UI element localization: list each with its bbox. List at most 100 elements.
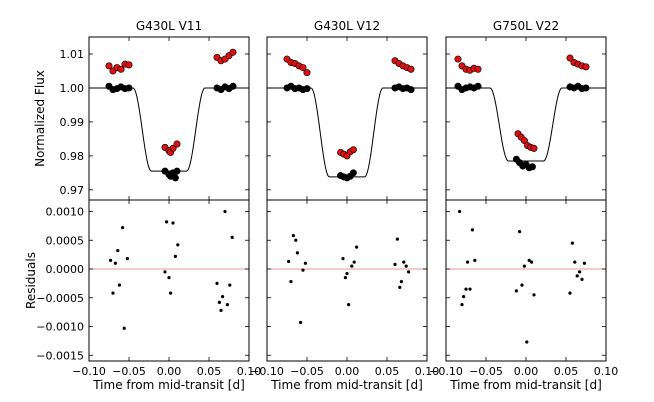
corrected-flux-point (125, 84, 133, 92)
residual-point (294, 238, 298, 242)
residual-point (113, 261, 117, 265)
residual-point (169, 291, 173, 295)
residual-point (165, 220, 169, 224)
x-tick-label: −0.05 (112, 365, 146, 378)
x-tick-label: −0.10 (72, 365, 106, 378)
flux-tick-label: 1.00 (60, 82, 85, 95)
residual-point (171, 221, 175, 225)
raw-flux-point (303, 69, 311, 77)
residual-point (341, 257, 345, 261)
residual-point (582, 261, 587, 265)
residual-point (402, 260, 406, 264)
residual-point (225, 303, 229, 307)
residual-point (518, 230, 522, 234)
corrected-flux-point (407, 86, 415, 94)
residual-point (228, 283, 232, 287)
raw-flux-point (125, 61, 133, 69)
raw-flux-point (229, 48, 237, 56)
residual-point (568, 291, 572, 295)
raw-flux-point (169, 144, 177, 152)
residual-tick-label: 0.0000 (46, 263, 85, 276)
corrected-flux-point (303, 85, 311, 93)
residual-point (121, 226, 125, 230)
x-tick-label: 0.05 (554, 365, 579, 378)
residual-point (122, 326, 126, 330)
residual-point (301, 268, 305, 272)
residual-point (464, 287, 468, 291)
flux-axis-label: Normalized Flux (33, 70, 47, 167)
residual-point (399, 280, 403, 284)
x-tick-label: 0.10 (237, 365, 262, 378)
residual-point (395, 237, 399, 241)
residual-panel-frame (88, 199, 250, 362)
residual-point (111, 291, 115, 295)
raw-flux-point (520, 137, 528, 145)
flux-tick-label: 0.99 (60, 116, 85, 129)
corrected-flux-point (171, 174, 179, 182)
raw-flux-point (407, 65, 415, 73)
x-tick-label: 0.00 (514, 365, 539, 378)
residual-point (578, 270, 582, 274)
residual-point (352, 260, 356, 264)
residual-point (287, 259, 291, 264)
residual-point (173, 254, 177, 258)
x-tick-label: 0.00 (157, 365, 182, 378)
raw-flux-point (299, 64, 307, 72)
raw-flux-point (117, 65, 125, 73)
residual-point (350, 264, 354, 268)
x-tick-label: −0.10 (250, 365, 284, 378)
x-tick-label: 0.05 (197, 365, 222, 378)
residual-point (345, 272, 349, 276)
raw-flux-point (349, 146, 357, 154)
raw-flux-point (530, 144, 538, 152)
residual-point (125, 257, 129, 261)
residual-point (458, 209, 462, 214)
flux-panel-frame (445, 36, 607, 201)
raw-flux-point (566, 54, 574, 62)
residual-point (573, 260, 577, 264)
residual-point (532, 293, 536, 297)
residual-point (299, 320, 303, 325)
raw-flux-point (454, 55, 462, 63)
residual-point (525, 340, 529, 344)
residual-point (355, 245, 359, 249)
residual-point (522, 264, 527, 268)
residual-point (117, 283, 121, 287)
raw-flux-point (173, 140, 181, 148)
flux-tick-label: 0.98 (60, 150, 85, 163)
residual-point (404, 264, 408, 268)
residual-point (303, 261, 307, 265)
residual-point (291, 234, 295, 238)
corrected-flux-point (173, 167, 181, 175)
residual-point (398, 285, 402, 289)
flux-tick-label: 1.01 (60, 48, 85, 61)
transit-model-curve (89, 87, 249, 172)
residual-point (570, 241, 575, 245)
x-tick-label: 0.05 (375, 365, 400, 378)
raw-flux-point (105, 62, 113, 70)
x-tick-label: 0.10 (594, 365, 619, 378)
x-axis-label: Time from mid-transit [d] (92, 378, 245, 392)
residual-point (514, 289, 519, 293)
flux-tick-label: 0.97 (60, 184, 85, 197)
residual-tick-label: 0.0010 (46, 206, 85, 219)
transit-model-curve (446, 87, 606, 162)
panel-title: G750L V22 (493, 19, 559, 33)
residual-point (219, 308, 223, 312)
transit-model-curve (267, 87, 427, 178)
panel-title: G430L V11 (136, 19, 202, 33)
x-tick-label: −0.05 (290, 365, 324, 378)
residual-point (527, 258, 531, 262)
residual-point (343, 276, 347, 280)
residual-point (520, 283, 524, 287)
residual-point (460, 303, 464, 307)
residual-point (223, 209, 227, 214)
residual-tick-label: −0.0010 (36, 321, 84, 334)
x-tick-label: −0.10 (429, 365, 463, 378)
residual-tick-label: −0.0015 (36, 349, 84, 362)
residual-point (530, 260, 534, 264)
panel-title: G430L V12 (314, 19, 380, 33)
residual-point (109, 258, 113, 262)
residual-point (176, 243, 180, 247)
